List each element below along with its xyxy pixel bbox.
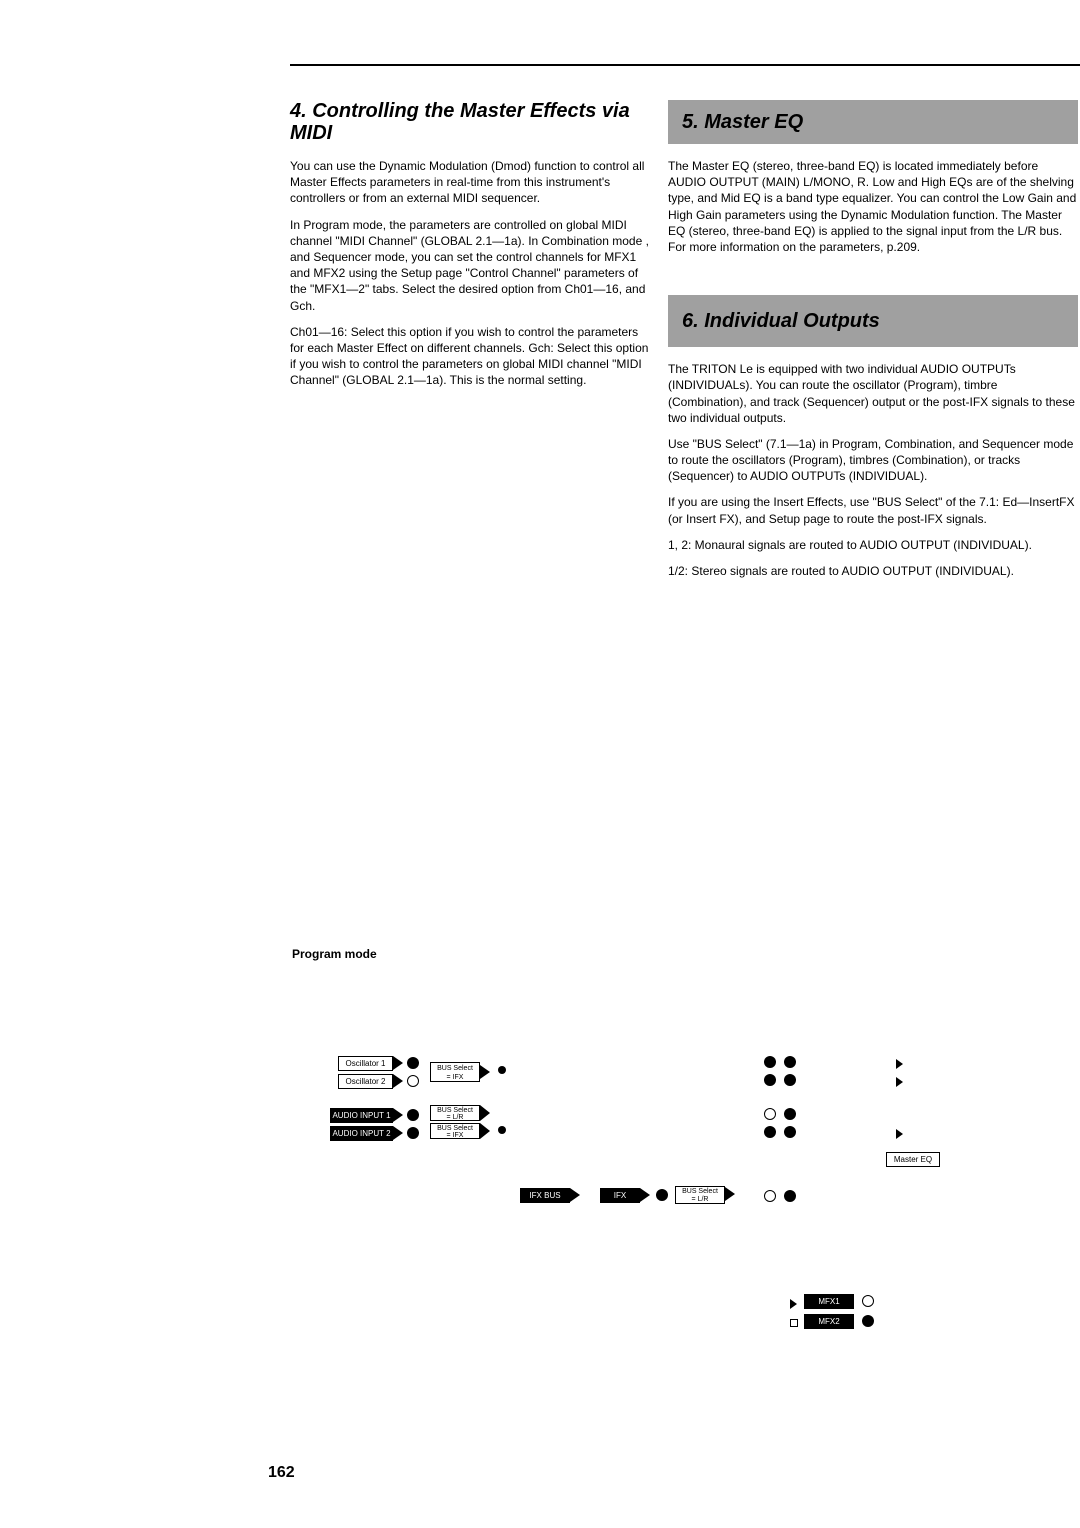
arrow-icon bbox=[393, 1126, 403, 1140]
node-bus-lr2: BUS Select= L/R bbox=[675, 1186, 725, 1204]
left-column: 4. Controlling the Master Effects via MI… bbox=[290, 100, 650, 398]
node-bus-ifx: BUS Select= IFX bbox=[430, 1062, 480, 1082]
arrow-icon bbox=[570, 1188, 580, 1202]
arrow-icon bbox=[640, 1188, 650, 1202]
node-osc2: Oscillator 2 bbox=[338, 1074, 393, 1089]
diagram-caption: Program mode bbox=[292, 947, 377, 961]
right-p5: 1, 2: Monaural signals are routed to AUD… bbox=[668, 537, 1078, 553]
node-mfx1: MFX1 bbox=[804, 1294, 854, 1309]
node-ifx: IFX bbox=[600, 1188, 640, 1203]
heading-individual-outputs: 6. Individual Outputs bbox=[668, 295, 1078, 347]
arrow-right-icon bbox=[896, 1129, 903, 1139]
top-rule bbox=[290, 64, 1080, 66]
right-p6: 1/2: Stereo signals are routed to AUDIO … bbox=[668, 563, 1078, 579]
dot-icon bbox=[407, 1127, 419, 1139]
dot-icon bbox=[407, 1057, 419, 1069]
dot-icon bbox=[407, 1109, 419, 1121]
arrow-right-icon bbox=[896, 1077, 903, 1087]
dot-icon bbox=[498, 1126, 506, 1134]
dot-open-icon bbox=[764, 1190, 776, 1202]
left-p1: You can use the Dynamic Modulation (Dmod… bbox=[290, 158, 650, 207]
right-p3: Use "BUS Select" (7.1—1a) in Program, Co… bbox=[668, 436, 1078, 485]
arrow-icon bbox=[480, 1123, 490, 1139]
dot-open-icon bbox=[764, 1108, 776, 1120]
arrow-icon bbox=[393, 1108, 403, 1122]
node-osc1: Oscillator 1 bbox=[338, 1056, 393, 1071]
dot-icon bbox=[784, 1074, 796, 1086]
arrow-icon bbox=[480, 1105, 490, 1121]
dot-open-icon bbox=[862, 1295, 874, 1307]
dot-open-icon bbox=[407, 1075, 419, 1087]
dot-icon bbox=[764, 1126, 776, 1138]
arrow-icon bbox=[393, 1056, 403, 1070]
node-bus-ifx2: BUS Select= IFX bbox=[430, 1123, 480, 1139]
arrow-right-icon bbox=[790, 1299, 797, 1309]
dot-icon bbox=[498, 1066, 506, 1074]
dot-icon bbox=[784, 1108, 796, 1120]
node-master-eq: Master EQ bbox=[886, 1152, 940, 1167]
dot-icon bbox=[784, 1056, 796, 1068]
dot-icon bbox=[764, 1074, 776, 1086]
arrow-icon bbox=[725, 1187, 735, 1201]
dot-icon bbox=[784, 1126, 796, 1138]
arrow-icon bbox=[393, 1074, 403, 1088]
square-icon bbox=[790, 1319, 798, 1327]
right-p2: The TRITON Le is equipped with two indiv… bbox=[668, 361, 1078, 426]
dot-icon bbox=[784, 1190, 796, 1202]
node-audio-in2: AUDIO INPUT 2 bbox=[330, 1126, 393, 1141]
left-p2: In Program mode, the parameters are cont… bbox=[290, 217, 650, 314]
right-p1: The Master EQ (stereo, three-band EQ) is… bbox=[668, 158, 1078, 255]
right-p4: If you are using the Insert Effects, use… bbox=[668, 494, 1078, 526]
heading-master-eq: 5. Master EQ bbox=[668, 100, 1078, 144]
left-title: 4. Controlling the Master Effects via MI… bbox=[290, 100, 650, 144]
right-column: 5. Master EQ The Master EQ (stereo, thre… bbox=[668, 100, 1078, 589]
arrow-icon bbox=[480, 1065, 490, 1079]
page-number: 162 bbox=[268, 1464, 295, 1482]
node-bus-lr: BUS Select= L/R bbox=[430, 1105, 480, 1121]
node-ifx-bus: IFX BUS bbox=[520, 1188, 570, 1203]
dot-icon bbox=[764, 1056, 776, 1068]
node-mfx2: MFX2 bbox=[804, 1314, 854, 1329]
node-audio-in1: AUDIO INPUT 1 bbox=[330, 1108, 393, 1123]
dot-icon bbox=[862, 1315, 874, 1327]
signal-flow-diagram: Oscillator 1 Oscillator 2 BUS Select= IF… bbox=[310, 974, 1080, 1434]
arrow-right-icon bbox=[896, 1059, 903, 1069]
dot-icon bbox=[656, 1189, 668, 1201]
left-p3: Ch01—16: Select this option if you wish … bbox=[290, 324, 650, 389]
